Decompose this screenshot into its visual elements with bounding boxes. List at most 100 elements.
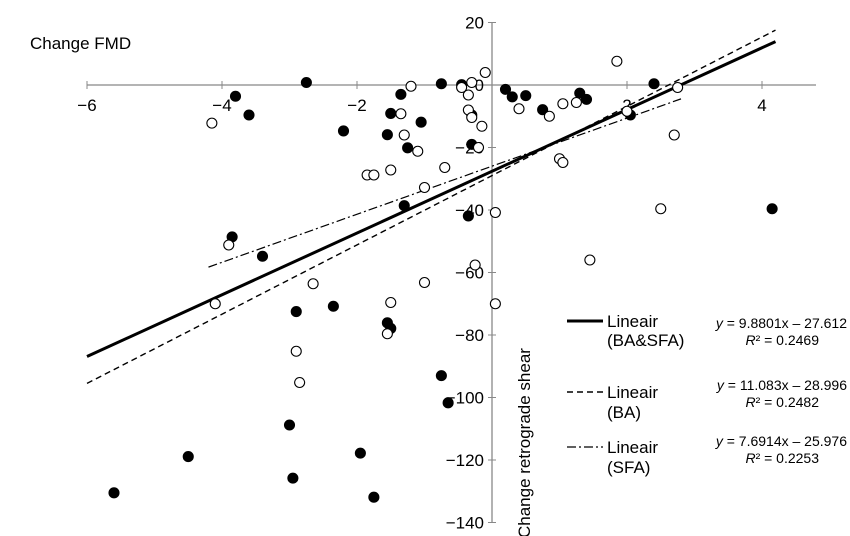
y-tick-label: 20	[465, 14, 484, 33]
point-sfa	[611, 55, 623, 67]
point-ba	[402, 142, 414, 154]
point-sfa	[489, 298, 501, 310]
point-sfa	[381, 328, 393, 340]
point-ba	[243, 109, 255, 121]
point-ba	[354, 447, 366, 459]
point-sfa	[479, 66, 491, 79]
point-sfa	[412, 145, 424, 157]
point-ba	[385, 107, 397, 119]
x-tick-label: −2	[347, 96, 366, 115]
point-ba	[395, 88, 407, 100]
point-sfa	[462, 89, 474, 101]
r-squared: R² = 0.2469	[745, 332, 819, 348]
point-sfa	[570, 96, 582, 109]
point-sfa	[557, 98, 569, 110]
point-ba	[435, 78, 447, 90]
point-sfa	[621, 105, 633, 117]
point-ba	[537, 104, 549, 116]
y-axis-label: Change FMD	[30, 34, 131, 53]
trend-equation: y = 9.8801x – 27.612	[715, 315, 847, 331]
point-ba	[442, 397, 454, 409]
y-tick-label: −100	[446, 389, 484, 408]
trend-equation: y = 7.6914x – 25.976	[715, 433, 847, 449]
y-tick-label: −120	[446, 451, 484, 470]
point-sfa	[668, 129, 680, 141]
point-sfa	[385, 296, 397, 309]
point-ba	[290, 306, 302, 318]
point-sfa	[395, 108, 407, 120]
point-ba	[327, 300, 339, 312]
point-sfa	[513, 103, 525, 115]
point-sfa	[307, 278, 319, 290]
trend-equation: y = 11.083x – 28.996	[716, 377, 847, 393]
point-ba	[182, 451, 194, 463]
point-ba	[648, 78, 660, 90]
point-ba	[580, 93, 593, 105]
point-ba	[368, 491, 380, 503]
point-sfa	[223, 239, 235, 251]
point-ba	[287, 472, 299, 484]
legend-label-sub: (BA)	[607, 403, 641, 422]
point-ba	[337, 125, 350, 137]
point-ba	[462, 210, 474, 222]
point-sfa	[469, 259, 481, 271]
point-ba	[520, 90, 532, 102]
legend-label: Lineair	[607, 438, 658, 457]
point-sfa	[466, 76, 478, 89]
point-sfa	[557, 156, 569, 169]
y-tick-label: 0	[475, 76, 484, 95]
legend-label: Lineair	[607, 312, 658, 331]
x-tick-label: −6	[77, 96, 96, 115]
point-sfa	[290, 345, 302, 357]
x-tick-label: −4	[212, 96, 231, 115]
point-ba	[415, 116, 427, 128]
point-ba	[381, 129, 393, 141]
point-ba	[283, 419, 296, 431]
point-sfa	[476, 120, 488, 132]
point-sfa	[672, 81, 684, 94]
point-ba	[398, 200, 410, 212]
legend-label: Lineair	[607, 383, 658, 402]
point-sfa	[294, 376, 306, 389]
r-squared: R² = 0.2253	[745, 450, 819, 466]
point-ba	[506, 91, 518, 103]
point-ba	[108, 487, 120, 499]
x-tick-label: 2	[622, 96, 631, 115]
trendline-solid	[86, 40, 777, 358]
point-sfa	[584, 254, 596, 266]
r-squared: R² = 0.2482	[745, 394, 819, 410]
point-ba	[499, 83, 512, 95]
point-ba	[256, 250, 269, 262]
point-ba	[300, 76, 312, 89]
point-sfa	[655, 203, 667, 215]
y-tick-label: −140	[446, 514, 484, 533]
point-sfa	[206, 117, 218, 129]
x-axis-label: Change retrograde shear	[515, 348, 534, 536]
x-tick-label: 4	[757, 96, 766, 115]
point-sfa	[405, 80, 417, 92]
point-ba	[766, 203, 778, 215]
point-ba	[435, 370, 447, 382]
point-sfa	[466, 111, 478, 124]
trendline-dashed	[86, 29, 776, 385]
point-sfa	[418, 276, 431, 289]
point-sfa	[439, 161, 451, 174]
point-sfa	[472, 141, 485, 154]
point-sfa	[543, 110, 555, 122]
legend-label-sub: (SFA)	[607, 458, 650, 477]
point-sfa	[489, 206, 501, 219]
legend-label-sub: (BA&SFA)	[607, 331, 684, 350]
trendline-dashdot	[208, 98, 682, 268]
point-sfa	[418, 181, 431, 194]
point-sfa	[456, 81, 468, 94]
y-tick-label: −80	[455, 326, 484, 345]
point-sfa	[368, 169, 380, 181]
trendlines	[86, 29, 777, 385]
point-ba	[229, 90, 242, 102]
y-tick-label: −40	[455, 201, 484, 220]
point-sfa	[209, 298, 221, 310]
point-sfa	[398, 129, 410, 141]
